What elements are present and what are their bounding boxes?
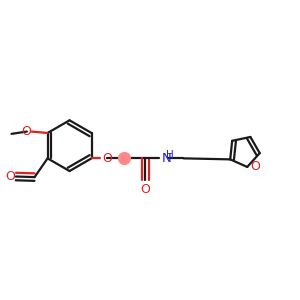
Text: N: N	[162, 152, 172, 165]
Text: H: H	[167, 150, 174, 160]
Text: O: O	[21, 125, 31, 138]
Text: O: O	[251, 160, 261, 173]
Text: O: O	[103, 152, 112, 165]
Text: O: O	[5, 170, 15, 183]
Text: O: O	[140, 183, 150, 196]
